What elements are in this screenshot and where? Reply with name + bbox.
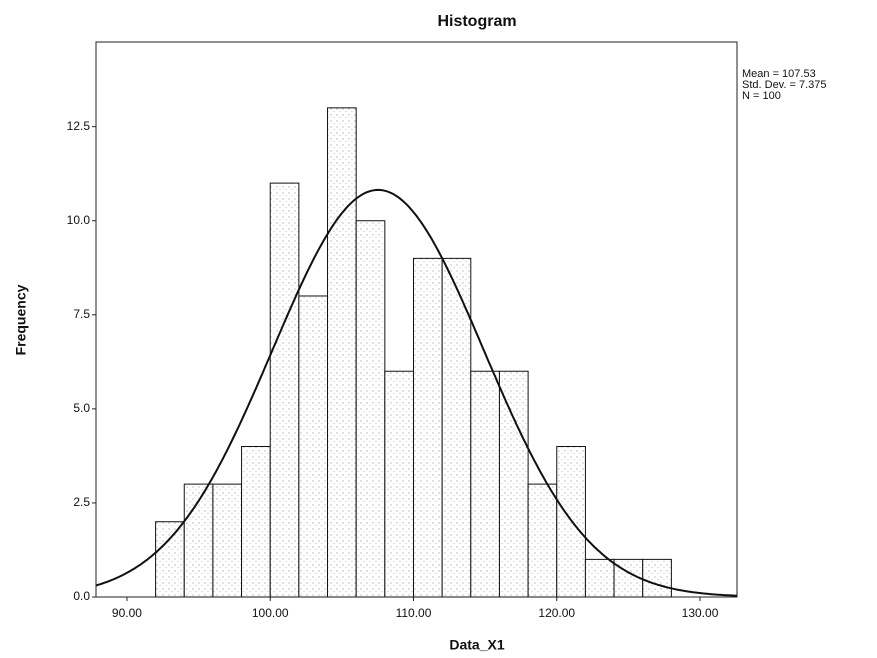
bar [384, 370, 414, 598]
x-tick-label: 120.00 [538, 606, 575, 620]
x-tick-label: 90.00 [112, 606, 142, 620]
y-tick-label: 10.0 [67, 213, 91, 227]
bar [327, 107, 357, 598]
bar [584, 558, 615, 598]
bar [556, 445, 586, 598]
y-axis-label: Frequency [13, 284, 29, 355]
chart-title: Histogram [437, 13, 516, 30]
bar [269, 182, 300, 598]
x-axis-label: Data_X1 [449, 637, 504, 653]
stat-label: Mean = 107.53 [742, 68, 816, 80]
x-tick-label: 130.00 [682, 606, 719, 620]
normal-curve [95, 188, 738, 597]
y-tick-label: 5.0 [73, 401, 90, 415]
bar [527, 483, 558, 598]
y-tick-label: 2.5 [73, 495, 90, 509]
bar [155, 521, 185, 598]
bar [212, 483, 243, 598]
bar [355, 220, 386, 598]
y-tick-label: 0.0 [73, 589, 90, 603]
stat-label: Std. Dev. = 7.375 [742, 79, 827, 91]
bar [470, 370, 500, 598]
bar [412, 257, 443, 598]
bar [498, 370, 529, 598]
bar [183, 483, 214, 598]
x-tick-label: 100.00 [252, 606, 289, 620]
y-tick-label: 12.5 [67, 119, 91, 133]
bar [642, 558, 672, 598]
x-tick-label: 110.00 [396, 606, 432, 620]
bar [298, 295, 329, 598]
bar [241, 445, 271, 598]
stat-label: N = 100 [742, 90, 781, 102]
y-tick-label: 7.5 [73, 307, 90, 321]
